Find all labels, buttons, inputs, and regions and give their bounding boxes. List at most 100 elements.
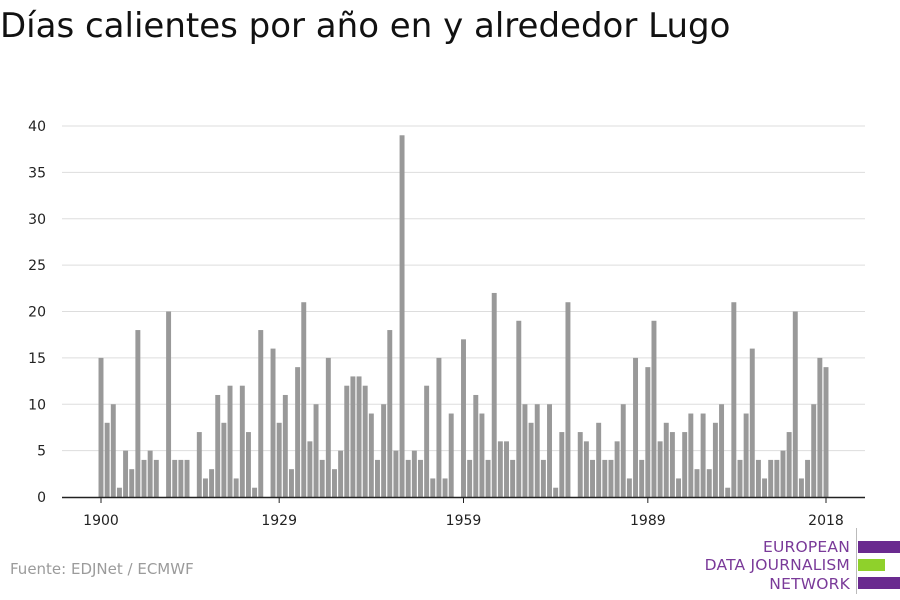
bar-1961	[473, 394, 479, 497]
bar-1918	[209, 469, 215, 497]
bar-1902	[110, 404, 116, 497]
logo-purple-bar-top	[858, 541, 900, 553]
bar-1956	[442, 478, 448, 497]
bar-1900	[98, 357, 104, 497]
bar-1945	[375, 459, 380, 497]
bar-1922	[233, 478, 239, 497]
bar-2011	[780, 450, 786, 497]
bar-2016	[811, 404, 817, 497]
bar-2005	[743, 413, 749, 497]
bar-1950	[405, 459, 411, 497]
bar-1906	[135, 330, 141, 497]
bar-1936	[319, 459, 325, 497]
bar-1984	[614, 441, 620, 497]
x-tick-label-1900: 1900	[83, 513, 119, 529]
bar-1933	[301, 302, 307, 497]
y-tick-label-15: 15	[28, 351, 46, 367]
bar-2013	[792, 311, 798, 497]
bar-1919	[215, 394, 221, 497]
y-tick-label-5: 5	[37, 444, 46, 460]
chart-title: Días calientes por año en y alrededor Lu…	[0, 6, 731, 46]
bar-1967	[510, 459, 516, 497]
bar-1957	[448, 413, 454, 497]
bar-2004	[737, 459, 743, 497]
bar-1985	[620, 404, 626, 497]
bar-2006	[749, 348, 755, 497]
bars	[98, 135, 829, 497]
bar-2000	[712, 422, 718, 497]
bar-2012	[786, 432, 792, 497]
bar-1982	[602, 459, 608, 497]
bar-2002	[725, 487, 731, 497]
bar-1980	[590, 459, 595, 497]
bar-2001	[719, 404, 725, 497]
y-tick-label-10: 10	[28, 397, 46, 413]
logo-purple-bar-bottom	[858, 577, 900, 589]
bar-1949	[399, 135, 405, 497]
bar-2017	[817, 357, 823, 497]
bar-1990	[651, 320, 657, 497]
bar-1969	[522, 404, 528, 497]
bar-1998	[700, 413, 706, 497]
bar-1960	[467, 459, 473, 497]
bar-1932	[295, 367, 301, 497]
x-tick-label-2018: 2018	[808, 513, 844, 529]
bar-1976	[565, 302, 571, 497]
bar-1968	[516, 320, 522, 497]
bar-1987	[633, 357, 639, 497]
bar-1996	[688, 413, 694, 497]
x-tick-label-1959: 1959	[446, 513, 482, 529]
y-tick-label-20: 20	[28, 305, 46, 321]
bar-1959	[461, 339, 466, 497]
y-tick-label-30: 30	[28, 212, 46, 228]
bar-1948	[393, 450, 399, 497]
bar-1925	[252, 487, 258, 497]
bar-1928	[270, 348, 276, 497]
bar-1939	[338, 450, 344, 497]
bar-1935	[313, 404, 319, 497]
logo-divider	[856, 528, 857, 594]
logo-green-bar	[858, 559, 885, 571]
bar-1964	[491, 292, 497, 497]
bar-1966	[504, 441, 509, 497]
bar-1983	[608, 459, 614, 497]
bar-1909	[153, 459, 159, 497]
bar-1954	[430, 478, 436, 497]
bar-1955	[436, 357, 442, 497]
bar-1972	[540, 459, 546, 497]
bar-1924	[245, 432, 251, 497]
bar-1921	[227, 385, 233, 497]
bar-1917	[202, 478, 208, 497]
bar-1962	[479, 413, 485, 497]
bar-1903	[116, 487, 122, 497]
bar-1943	[362, 385, 368, 497]
bar-1975	[559, 432, 565, 497]
bar-1970	[528, 422, 534, 497]
bar-1999	[706, 469, 712, 497]
bar-1920	[221, 422, 227, 497]
edjnet-logo[interactable]: EUROPEAN DATA JOURNALISM NETWORK	[700, 528, 900, 596]
bar-2014	[798, 478, 804, 497]
bar-1952	[418, 459, 423, 497]
bar-1913	[178, 459, 184, 497]
bar-1926	[258, 330, 264, 497]
bar-1947	[387, 330, 393, 497]
bar-2007	[755, 459, 761, 497]
bar-1904	[123, 450, 129, 497]
bar-1907	[141, 459, 147, 497]
bar-1995	[682, 432, 688, 497]
bar-2010	[774, 459, 780, 497]
bar-1951	[411, 450, 417, 497]
bar-1937	[325, 357, 331, 497]
bar-1931	[288, 469, 294, 497]
bar-1986	[626, 478, 632, 497]
y-tick-label-35: 35	[28, 165, 46, 181]
x-tick-label-1929: 1929	[261, 513, 297, 529]
bar-1992	[663, 422, 669, 497]
bar-1946	[381, 404, 387, 497]
y-tick-label-0: 0	[37, 490, 46, 506]
bar-1944	[368, 413, 374, 497]
bar-1912	[172, 459, 178, 497]
bar-1916	[196, 432, 202, 497]
